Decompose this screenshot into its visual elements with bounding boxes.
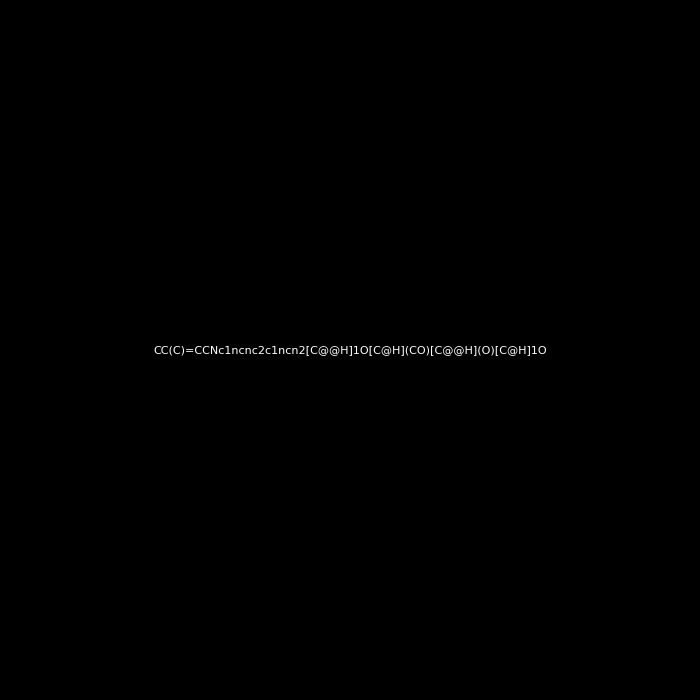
Text: CC(C)=CCNc1ncnc2c1ncn2[C@@H]1O[C@H](CO)[C@@H](O)[C@H]1O: CC(C)=CCNc1ncnc2c1ncn2[C@@H]1O[C@H](CO)[… [153, 345, 547, 355]
